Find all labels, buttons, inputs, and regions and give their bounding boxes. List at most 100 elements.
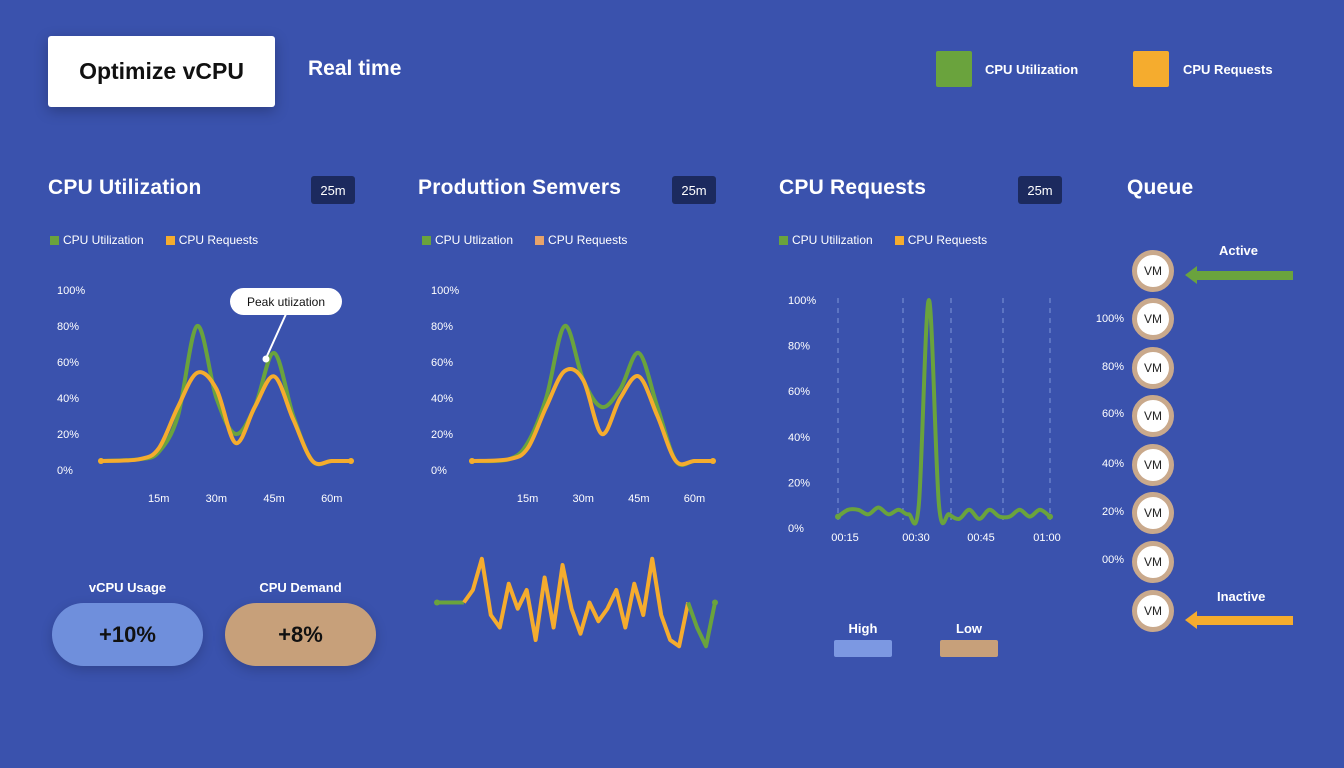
y-tick-label: 60% xyxy=(431,357,453,369)
y-tick-label: 0% xyxy=(57,465,73,477)
y-tick-label: 20% xyxy=(57,429,79,441)
active-arrow-icon xyxy=(1185,266,1293,284)
volatility-baseline-right xyxy=(686,601,717,649)
y-tick-label: 0% xyxy=(431,465,447,477)
vm-node[interactable]: VM xyxy=(1132,492,1174,534)
vm-node[interactable]: VM xyxy=(1132,395,1174,437)
legend-label-a: CPU Utlization xyxy=(435,233,514,247)
vm-node[interactable]: VM xyxy=(1132,444,1174,486)
y-tick-label: 80% xyxy=(431,321,453,333)
high-label: High xyxy=(848,621,878,636)
series-endpoint xyxy=(835,513,841,520)
vcpu-usage-label: vCPU Usage xyxy=(88,580,167,595)
x-tick-label: 15m xyxy=(148,493,169,505)
optimize-vcpu-button[interactable]: Optimize vCPU xyxy=(48,36,275,107)
series-endpoint xyxy=(712,599,718,606)
panel-legend: CPU Utilization CPU Requests xyxy=(50,233,258,247)
legend-swatch-orange xyxy=(535,235,545,245)
panel-title-cpu-utilization: CPU Utilization xyxy=(48,176,202,199)
inactive-arrow-icon xyxy=(1185,611,1293,629)
y-tick-label: 60% xyxy=(788,386,810,398)
series-endpoint xyxy=(469,458,475,464)
volatility-series-line xyxy=(462,556,691,649)
inactive-label: Inactive xyxy=(1217,589,1266,604)
x-tick-label: 00:15 xyxy=(831,532,859,544)
x-tick-label: 45m xyxy=(263,493,284,505)
series-line-cpu-requests xyxy=(470,367,715,467)
series-line-cpu-utilization xyxy=(99,323,353,467)
panel-title-production-servers: Produttion Semvers xyxy=(418,176,622,199)
series-endpoint xyxy=(710,458,716,464)
x-tick-label: 60m xyxy=(684,493,705,505)
vm-node[interactable]: VM xyxy=(1132,298,1174,340)
legend-swatch-cpu-utilization xyxy=(936,51,972,87)
callout-dot xyxy=(262,355,270,363)
legend-swatch-green xyxy=(422,235,431,245)
queue-tick: 60% xyxy=(1101,408,1124,420)
x-tick-label: 01:00 xyxy=(1033,532,1061,544)
panel-legend: CPU Utlization CPU Requests xyxy=(422,233,627,247)
legend-swatch-green xyxy=(50,235,59,245)
high-indicator[interactable] xyxy=(834,640,892,657)
time-range-badge[interactable]: 25m xyxy=(672,176,716,204)
vm-node[interactable]: VM xyxy=(1132,590,1174,632)
y-tick-label: 40% xyxy=(431,393,453,405)
panel-title-queue: Queue xyxy=(1127,176,1194,199)
legend-swatch-orange xyxy=(894,235,904,245)
time-range-badge[interactable]: 25m xyxy=(311,176,355,204)
queue-tick: 40% xyxy=(1101,458,1124,470)
x-tick-label: 00:30 xyxy=(902,532,930,544)
vm-node[interactable]: VM xyxy=(1132,541,1174,583)
y-tick-label: 80% xyxy=(57,321,79,333)
panel-legend: CPU Utilization CPU Requests xyxy=(779,233,987,247)
y-tick-label: 40% xyxy=(57,393,79,405)
y-tick-label: 20% xyxy=(431,429,453,441)
series-line-cpu-utilization xyxy=(470,323,715,467)
x-tick-label: 60m xyxy=(321,493,342,505)
x-tick-label: 00:45 xyxy=(967,532,995,544)
y-tick-label: 100% xyxy=(431,285,459,297)
x-tick-label: 15m xyxy=(517,493,538,505)
legend-label-cpu-utilization: CPU Utilization xyxy=(985,62,1079,77)
legend-swatch-cpu-requests xyxy=(1133,51,1169,87)
time-range-badge[interactable]: 25m xyxy=(1018,176,1062,204)
vm-node[interactable]: VM xyxy=(1132,250,1174,292)
legend-label-a: CPU Utilization xyxy=(63,233,144,247)
panel-title-cpu-requests: CPU Requests xyxy=(779,176,927,199)
peak-utilization-callout: Peak utiization xyxy=(230,288,342,315)
legend-swatch-orange xyxy=(165,235,175,245)
x-tick-label: 45m xyxy=(628,493,649,505)
queue-tick: 80% xyxy=(1101,361,1124,373)
low-label: Low xyxy=(956,621,982,636)
low-indicator[interactable] xyxy=(940,640,998,657)
series-endpoint xyxy=(434,599,440,606)
vm-node[interactable]: VM xyxy=(1132,347,1174,389)
y-tick-label: 100% xyxy=(57,285,85,297)
cpu-demand-label: CPU Demand xyxy=(259,580,342,595)
legend-swatch-green xyxy=(779,235,788,245)
y-tick-label: 40% xyxy=(788,432,810,444)
cpu-demand-value: +8% xyxy=(225,603,376,666)
queue-tick: 00% xyxy=(1101,554,1124,566)
series-endpoint xyxy=(1047,513,1053,520)
active-label: Active xyxy=(1219,243,1259,258)
series-endpoint xyxy=(348,458,354,464)
series-line-cpu-requests xyxy=(99,370,353,467)
legend-label-cpu-requests: CPU Requests xyxy=(1183,62,1273,77)
legend-label-a: CPU Utilization xyxy=(792,233,873,247)
queue-tick: 20% xyxy=(1101,506,1124,518)
y-tick-label: 20% xyxy=(788,477,810,489)
legend-label-b: CPU Requests xyxy=(178,233,259,247)
y-tick-label: 80% xyxy=(788,341,810,353)
x-tick-label: 30m xyxy=(573,493,594,505)
y-tick-label: 0% xyxy=(788,523,804,535)
y-tick-label: 100% xyxy=(788,295,816,307)
x-tick-label: 30m xyxy=(206,493,227,505)
legend-label-b: CPU Requests xyxy=(907,233,988,247)
series-line-cpu-utilization xyxy=(836,298,1052,526)
series-endpoint xyxy=(98,458,104,464)
callout-pointer xyxy=(266,313,287,357)
legend-label-b: CPU Requests xyxy=(548,233,628,247)
y-tick-label: 60% xyxy=(57,357,79,369)
